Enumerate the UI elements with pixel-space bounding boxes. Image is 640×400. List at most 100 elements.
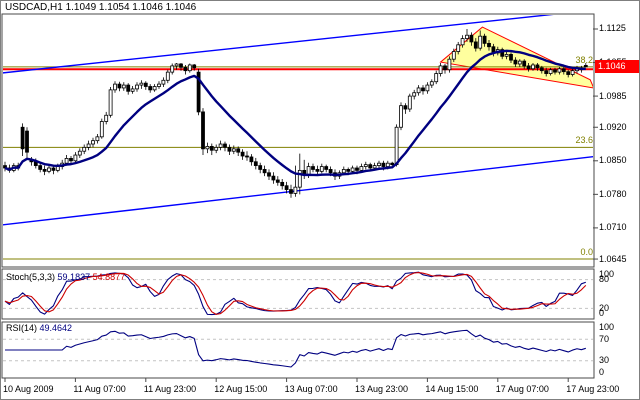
- candle-body: [311, 166, 315, 170]
- candle-body: [363, 164, 368, 167]
- candle-body: [152, 86, 157, 91]
- rsi-value: 49.4642: [39, 323, 73, 333]
- stoch-indicator-label: Stoch(5,3,3) 59.1837 54.8877: [6, 272, 125, 282]
- candle-body: [500, 49, 505, 57]
- candle-body: [289, 189, 293, 194]
- current-price-tag: 1.1046: [595, 60, 639, 74]
- candle-body: [412, 92, 417, 97]
- candle-body: [130, 88, 135, 92]
- y-axis-label: 1.1125: [599, 23, 626, 34]
- candle-body: [293, 186, 298, 194]
- rsi-indicator-label: RSI(14) 49.4642: [6, 323, 72, 333]
- candle-body: [416, 87, 421, 94]
- x-axis-label: 10 Aug 2009: [3, 384, 54, 394]
- x-axis-label: 12 Aug 15:00: [214, 384, 268, 394]
- stoch-panel[interactable]: [1, 268, 595, 320]
- candle-body: [315, 169, 320, 172]
- candle-body: [42, 169, 47, 172]
- candle-body: [434, 73, 439, 83]
- x-axis-label: 11 Aug 07:00: [73, 384, 126, 394]
- candle-body: [192, 64, 197, 69]
- candle-body: [104, 114, 109, 122]
- candle-body: [91, 140, 95, 145]
- candle-body: [196, 71, 201, 113]
- oscillator-scale-label: 70: [599, 333, 610, 344]
- x-axis-label: 17 Aug 07:00: [495, 384, 549, 394]
- rsi-panel[interactable]: [1, 321, 595, 379]
- stoch-main-line: [4, 271, 586, 316]
- candle-body: [465, 34, 469, 39]
- candle-body: [561, 68, 566, 73]
- candle-body: [570, 70, 575, 75]
- candle-body: [531, 64, 535, 70]
- candle-body: [267, 172, 271, 177]
- x-axis-label: 14 Aug 15:00: [425, 384, 479, 394]
- x-axis-label: 13 Aug 07:00: [284, 384, 338, 394]
- candle-body: [183, 66, 188, 72]
- y-axis-label: 1.0920: [599, 121, 627, 132]
- rsi-line: [5, 329, 586, 368]
- y-axis-label: 1.0710: [599, 222, 627, 233]
- candle-body: [539, 67, 544, 72]
- candle-body: [381, 162, 386, 167]
- candle-body: [262, 169, 267, 174]
- main-plot: [3, 15, 593, 260]
- candle-body: [447, 58, 452, 71]
- candle-body: [121, 84, 126, 89]
- candle-body: [346, 169, 351, 172]
- candle-body: [557, 68, 562, 73]
- candle-body: [451, 51, 456, 60]
- candle-body: [324, 166, 329, 170]
- stoch-value-main: 59.1837: [57, 272, 91, 282]
- chart-title: USDCAD,H1 1.1049 1.1054 1.1046 1.1046: [5, 2, 197, 13]
- stoch-value-signal: 54.8877: [92, 272, 126, 282]
- candle-body: [174, 63, 179, 67]
- candle-body: [284, 185, 289, 190]
- oscillator-scale-label: 0: [599, 308, 605, 318]
- candle-body: [425, 84, 430, 92]
- candle-body: [108, 89, 113, 116]
- fib-label-23.6: 23.6: [575, 135, 593, 146]
- moving-average-line: [4, 49, 586, 177]
- oscillator-scale-label: 100: [599, 269, 615, 279]
- candle-body: [249, 156, 254, 163]
- candle-body: [403, 105, 408, 110]
- lower-channel-line: [3, 156, 593, 226]
- candle-body: [209, 146, 214, 151]
- candle-body: [258, 165, 263, 170]
- candle-body: [86, 143, 91, 148]
- oscillator-scale-label: 0: [599, 367, 605, 377]
- candle-body: [117, 83, 122, 89]
- candle-body: [482, 35, 487, 44]
- candle-body: [201, 111, 205, 150]
- y-axis-label: 1.0780: [599, 188, 627, 199]
- candle-body: [170, 65, 175, 73]
- candle-body: [280, 181, 285, 187]
- candle-body: [157, 83, 161, 87]
- candle-body: [372, 165, 377, 169]
- candle-body: [473, 41, 478, 49]
- rsi-name: RSI(14): [6, 323, 38, 333]
- candle-body: [95, 136, 100, 142]
- candle-body: [271, 175, 276, 181]
- candle-body: [135, 84, 139, 90]
- candle-body: [29, 160, 34, 163]
- candle-body: [390, 162, 395, 166]
- candle-body: [161, 79, 166, 85]
- candle-body: [394, 126, 399, 166]
- stoch-name: Stoch(5,3,3): [6, 272, 56, 282]
- candle-body: [456, 44, 461, 52]
- candle-body: [526, 65, 531, 70]
- candle-body: [513, 59, 518, 65]
- candle-body: [421, 87, 425, 92]
- stoch-signal-line: [4, 272, 587, 315]
- candle-body: [126, 84, 131, 92]
- candle-body: [51, 167, 56, 171]
- upper-channel-line: [3, 15, 554, 74]
- candle-body: [297, 169, 302, 188]
- candle-body: [69, 158, 73, 162]
- candle-body: [187, 64, 192, 72]
- candle-body: [73, 154, 78, 162]
